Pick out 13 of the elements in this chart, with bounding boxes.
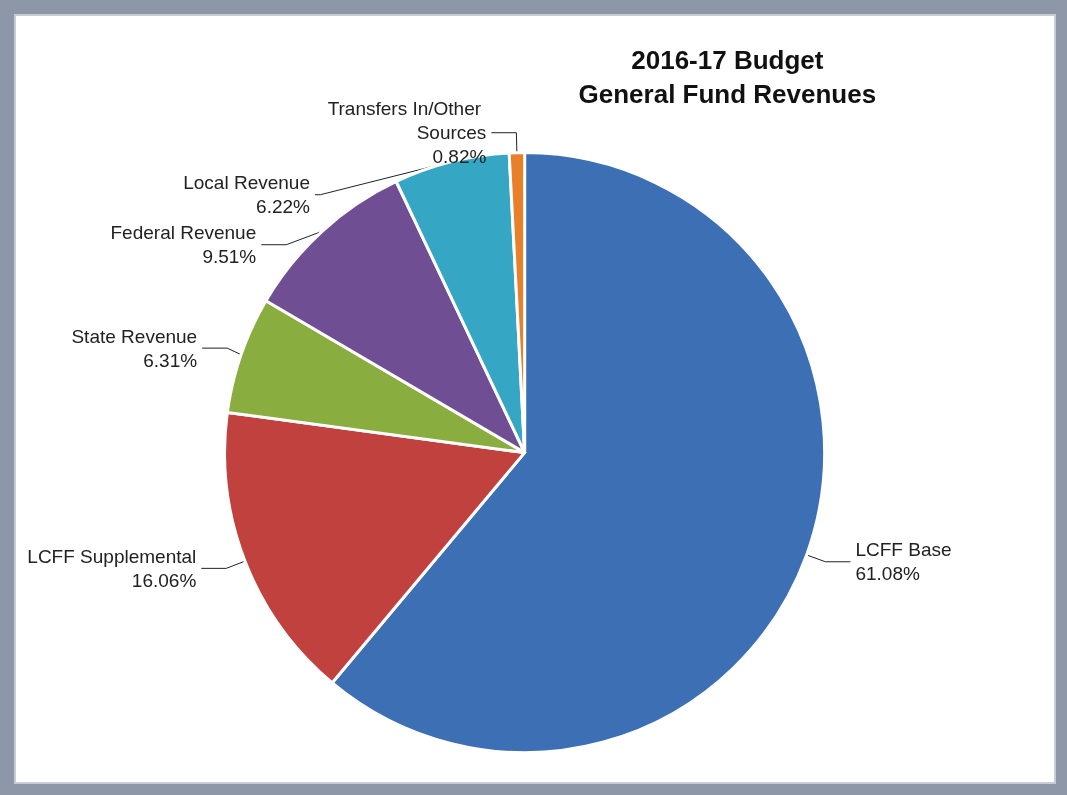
slice-label: State Revenue [71, 325, 198, 347]
slice-label: LCFF Supplemental [27, 545, 197, 567]
slice-label: Federal Revenue [110, 222, 257, 244]
data-label: 6.22% [256, 196, 311, 218]
chart-title: 2016-17 Budget General Fund Revenues [578, 45, 877, 109]
slice-label: LCFF Base [855, 539, 952, 561]
slice-label: Local Revenue [183, 172, 310, 194]
slice-label: Transfers In/Other Sources [327, 98, 487, 144]
data-label: 6.31% [143, 349, 198, 371]
data-label: 9.51% [202, 246, 257, 268]
data-label: 16.06% [131, 569, 197, 591]
data-label: 61.08% [855, 563, 920, 585]
data-label: 0.82% [432, 146, 487, 168]
